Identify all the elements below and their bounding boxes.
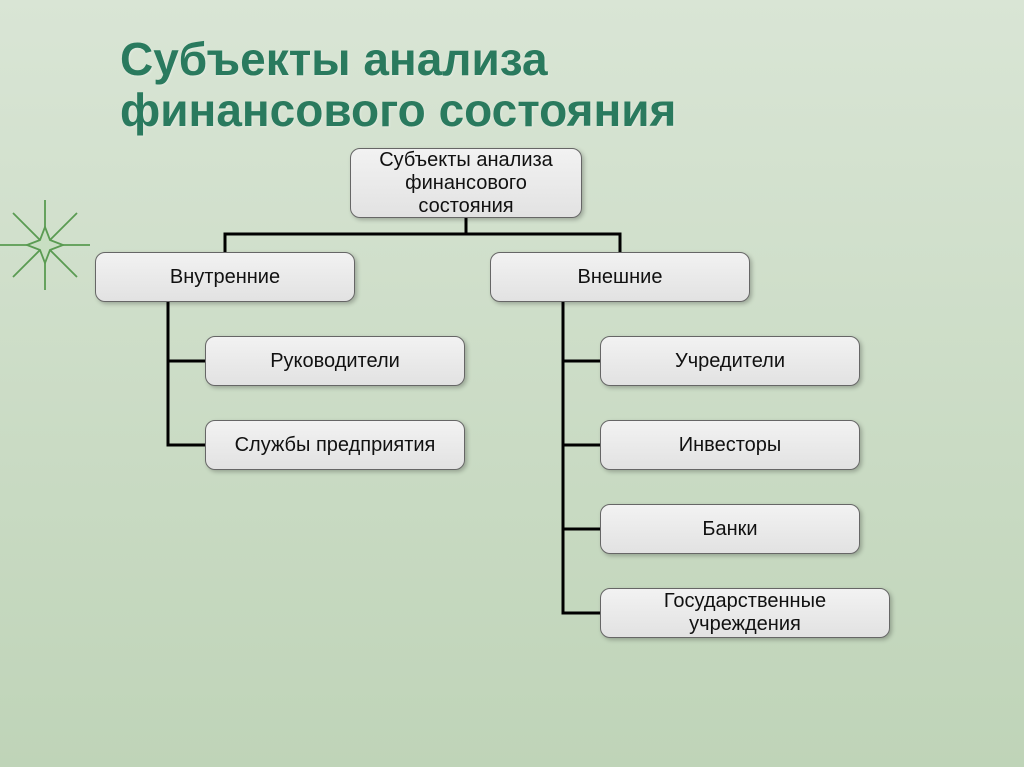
slide-title: Субъекты анализа финансового состояния xyxy=(120,34,676,135)
title-line-2: финансового состояния xyxy=(120,84,676,136)
node-root: Субъекты анализа финансового состояния xyxy=(350,148,582,218)
node-banks: Банки xyxy=(600,504,860,554)
node-internal: Внутренние xyxy=(95,252,355,302)
slide: Субъекты анализа финансового состояния С… xyxy=(0,0,1024,767)
node-services: Службы предприятия xyxy=(205,420,465,470)
decorative-star-icon xyxy=(0,200,90,290)
node-investors: Инвесторы xyxy=(600,420,860,470)
node-managers: Руководители xyxy=(205,336,465,386)
title-line-1: Субъекты анализа xyxy=(120,33,548,85)
node-founders: Учредители xyxy=(600,336,860,386)
node-external: Внешние xyxy=(490,252,750,302)
node-gov: Государственные учреждения xyxy=(600,588,890,638)
